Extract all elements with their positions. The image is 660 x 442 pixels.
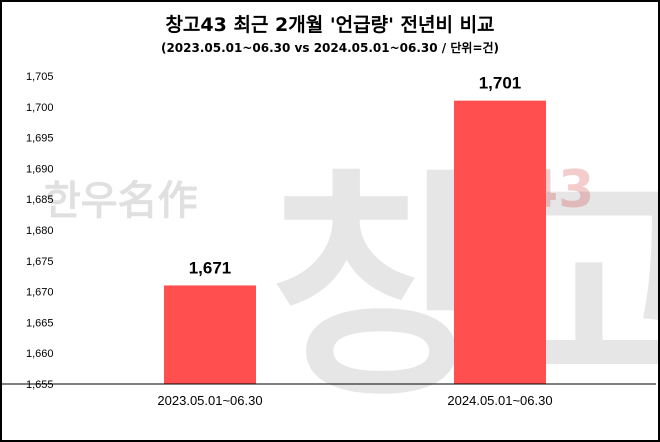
y-tick-label: 1,690 [26, 163, 54, 175]
y-tick-label: 1,670 [26, 287, 54, 299]
x-tick-label: 2024.05.01~06.30 [447, 393, 552, 408]
watermark-left-text: 한우名作 [44, 178, 198, 224]
y-tick-label: 1,660 [26, 348, 54, 360]
y-tick-label: 1,680 [26, 225, 54, 237]
y-tick-label: 1,675 [26, 256, 54, 268]
y-tick-label: 1,685 [26, 194, 54, 206]
bar [164, 285, 256, 384]
bar [454, 100, 546, 384]
data-label: 1,671 [189, 258, 232, 277]
y-tick-label: 1,700 [26, 102, 54, 114]
y-tick-label: 1,655 [26, 379, 54, 391]
y-tick-label: 1,695 [26, 133, 54, 145]
y-axis-ticks: 1,655 1,660 1,665 1,670 1,675 1,680 1,685 1,690… [26, 71, 54, 391]
y-tick-label: 1,705 [26, 71, 54, 83]
chart-title: 창고43 최근 2개월 '언급량' 전년비 비교 [165, 14, 495, 36]
data-labels: 1,671 1,701 [189, 74, 522, 278]
y-tick-label: 1,665 [26, 317, 54, 329]
x-tick-label: 2023.05.01~06.30 [157, 393, 262, 408]
chart-subtitle: (2023.05.01~06.30 vs 2024.05.01~06.30 / … [160, 41, 500, 55]
x-axis-ticks: 2023.05.01~06.30 2024.05.01~06.30 [157, 393, 552, 408]
data-label: 1,701 [479, 74, 522, 93]
bars [164, 100, 546, 384]
watermark: 한우名作 창고 43 [44, 147, 658, 429]
